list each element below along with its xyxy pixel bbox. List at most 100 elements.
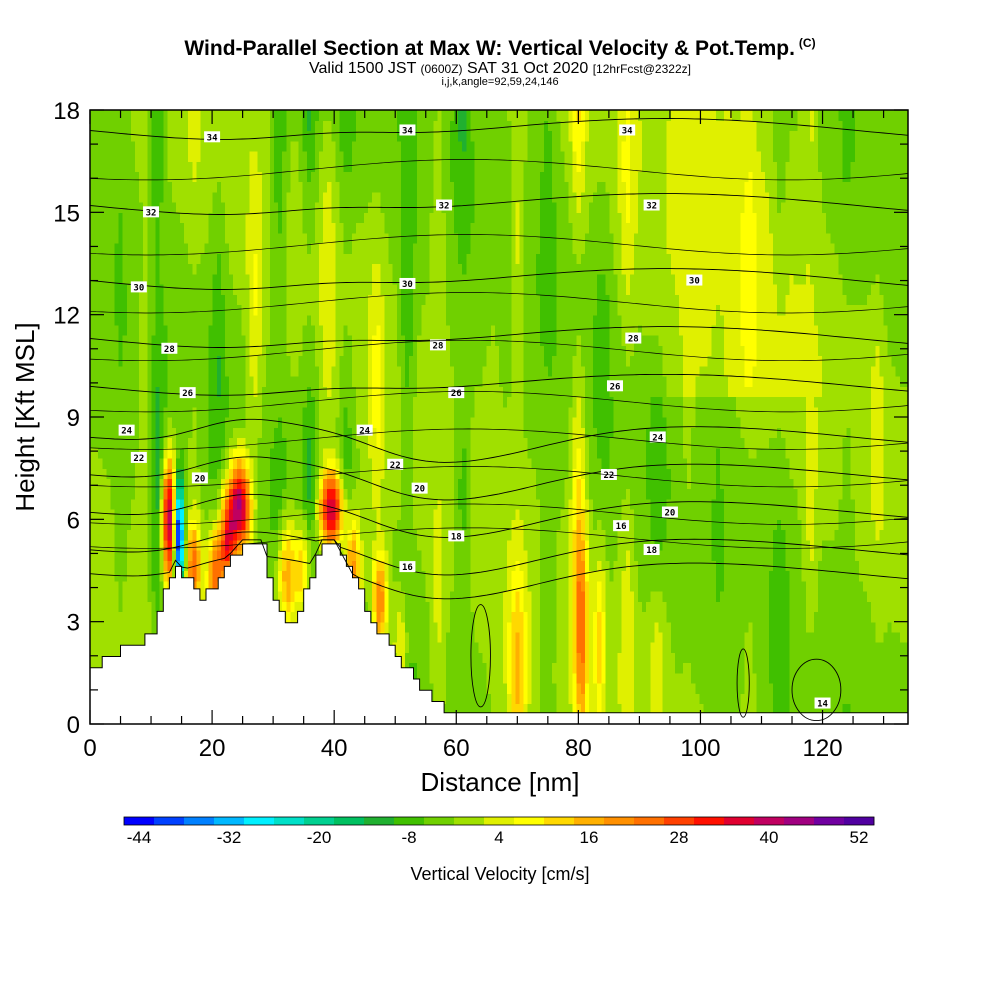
colorbar-swatch (814, 817, 845, 825)
isentrope-line (90, 118, 908, 140)
x-tick-label: 120 (803, 735, 843, 762)
colorbar-swatch (214, 817, 245, 825)
x-tick-label: 40 (321, 735, 348, 762)
y-axis-label: Height [Kft MSL] (10, 322, 40, 511)
colorbar-swatch (544, 817, 575, 825)
colorbar-swatch (634, 817, 665, 825)
isentrope-label: 34 (399, 124, 416, 136)
colorbar-swatch (394, 817, 425, 825)
isentrope-label: 24 (649, 431, 666, 443)
colorbar-title: Vertical Velocity [cm/s] (410, 864, 590, 884)
colorbar-tick-label: -44 (127, 828, 152, 847)
isentrope-line (90, 193, 908, 215)
isentrope-line (90, 268, 908, 290)
colorbar-swatch (184, 817, 215, 825)
colorbar-swatch (154, 817, 185, 825)
colorbar-swatch (124, 817, 155, 825)
isentrope-line-minor (90, 527, 908, 549)
isentrope-line-minor (90, 503, 908, 525)
y-tick-label: 12 (53, 303, 80, 330)
isentrope-label: 20 (191, 472, 208, 484)
y-tick-label: 18 (53, 98, 80, 125)
isentrope-cell (736, 648, 750, 718)
y-tick-label: 15 (53, 200, 80, 227)
terrain-profile (90, 543, 908, 724)
y-tick-label: 6 (67, 507, 80, 534)
x-tick-label: 0 (83, 735, 96, 762)
colorbar-swatch (574, 817, 605, 825)
colorbar-tick-label: -20 (307, 828, 332, 847)
colorbar-swatch (244, 817, 275, 825)
isentrope-line-minor (90, 292, 908, 314)
isentrope-line (90, 418, 908, 463)
isentrope-line (90, 373, 908, 396)
isentrope-label: 30 (399, 277, 416, 290)
isentrope-line (90, 326, 908, 348)
colorbar-swatch (424, 817, 455, 825)
isentrope-line (90, 539, 908, 600)
isentrope-label: 20 (411, 482, 428, 495)
x-tick-label: 20 (199, 735, 226, 762)
isentrope-line-minor (90, 391, 908, 413)
axes: 0 20 40 60 80 100 120 0 3 6 9 12 15 18 (53, 98, 908, 762)
copyright-mark: (C) (798, 36, 816, 50)
isentrope-label: 30 (686, 274, 703, 287)
y-tick-label: 9 (67, 405, 80, 432)
colorbar-swatch (664, 817, 695, 825)
colorbar-swatch (364, 817, 395, 825)
isentrope-line-minor (90, 339, 908, 362)
colorbar-swatch (334, 817, 365, 825)
isentrope-label: 34 (619, 124, 636, 136)
colorbar-swatch (604, 817, 635, 825)
isentrope-label: 24 (118, 424, 135, 437)
colorbar-tick-label: -32 (217, 828, 242, 847)
isentrope-label: 32 (643, 199, 660, 212)
y-tick-label: 0 (67, 712, 80, 739)
isentrope-label: 18 (448, 530, 465, 542)
colorbar-swatch (784, 817, 815, 825)
isentrope-cell (470, 604, 491, 708)
isentrope-contours: 34 34 34 32 32 32 30 30 30 28 28 28 26 26 26 24 24 24 22 22… (90, 84, 908, 722)
isentrope-label: 22 (130, 451, 147, 464)
isentrope-label: 16 (613, 520, 630, 532)
chart-subtitle: Valid 1500 JST (0600Z) SAT 31 Oct 2020 [… (309, 60, 691, 77)
chart-title: Wind-Parallel Section at Max W: Vertical… (184, 36, 816, 60)
colorbar-swatch (724, 817, 755, 825)
isentrope-label: 24 (356, 424, 373, 437)
isentrope-line (90, 456, 908, 501)
colorbar-swatch (694, 817, 725, 825)
isentrope-line-minor (90, 234, 908, 256)
isentrope-line-minor (90, 84, 908, 105)
chart-params: i,j,k,angle=92,59,24,146 (441, 76, 559, 88)
isentrope-label: 16 (399, 561, 416, 573)
colorbar: -44 -32 -20 -8 4 16 28 40 52 (123, 816, 875, 847)
isentrope-label: 34 (204, 131, 221, 143)
isentrope-label: 28 (429, 339, 446, 351)
colorbar-tick-label: 16 (580, 828, 599, 847)
colorbar-tick-label: 28 (670, 828, 689, 847)
isentrope-label: 26 (179, 387, 196, 399)
colorbar-swatch (484, 817, 515, 825)
x-tick-label: 100 (680, 735, 720, 762)
isentrope-line-minor (90, 428, 908, 450)
isentrope-label: 32 (143, 206, 160, 218)
isentrope-label: 26 (448, 387, 465, 399)
isentrope-cell (791, 658, 842, 722)
isentrope-line (90, 531, 908, 576)
colorbar-swatch (274, 817, 305, 825)
colorbar-swatch (754, 817, 785, 825)
isentrope-line-minor (90, 466, 908, 488)
x-axis-label: Distance [nm] (421, 767, 580, 797)
y-tick-label: 3 (67, 610, 80, 637)
x-tick-label: 60 (443, 735, 470, 762)
isentrope-label: 32 (436, 199, 453, 212)
colorbar-tick-label: 4 (494, 828, 503, 847)
colorbar-swatch (454, 817, 485, 825)
colorbar-swatch (304, 817, 335, 825)
isentrope-label: 14 (814, 697, 831, 710)
x-tick-label: 80 (565, 735, 592, 762)
isentrope-label: 18 (643, 544, 660, 556)
isentrope-label: 22 (387, 458, 404, 471)
isentrope-line-minor (90, 159, 908, 181)
